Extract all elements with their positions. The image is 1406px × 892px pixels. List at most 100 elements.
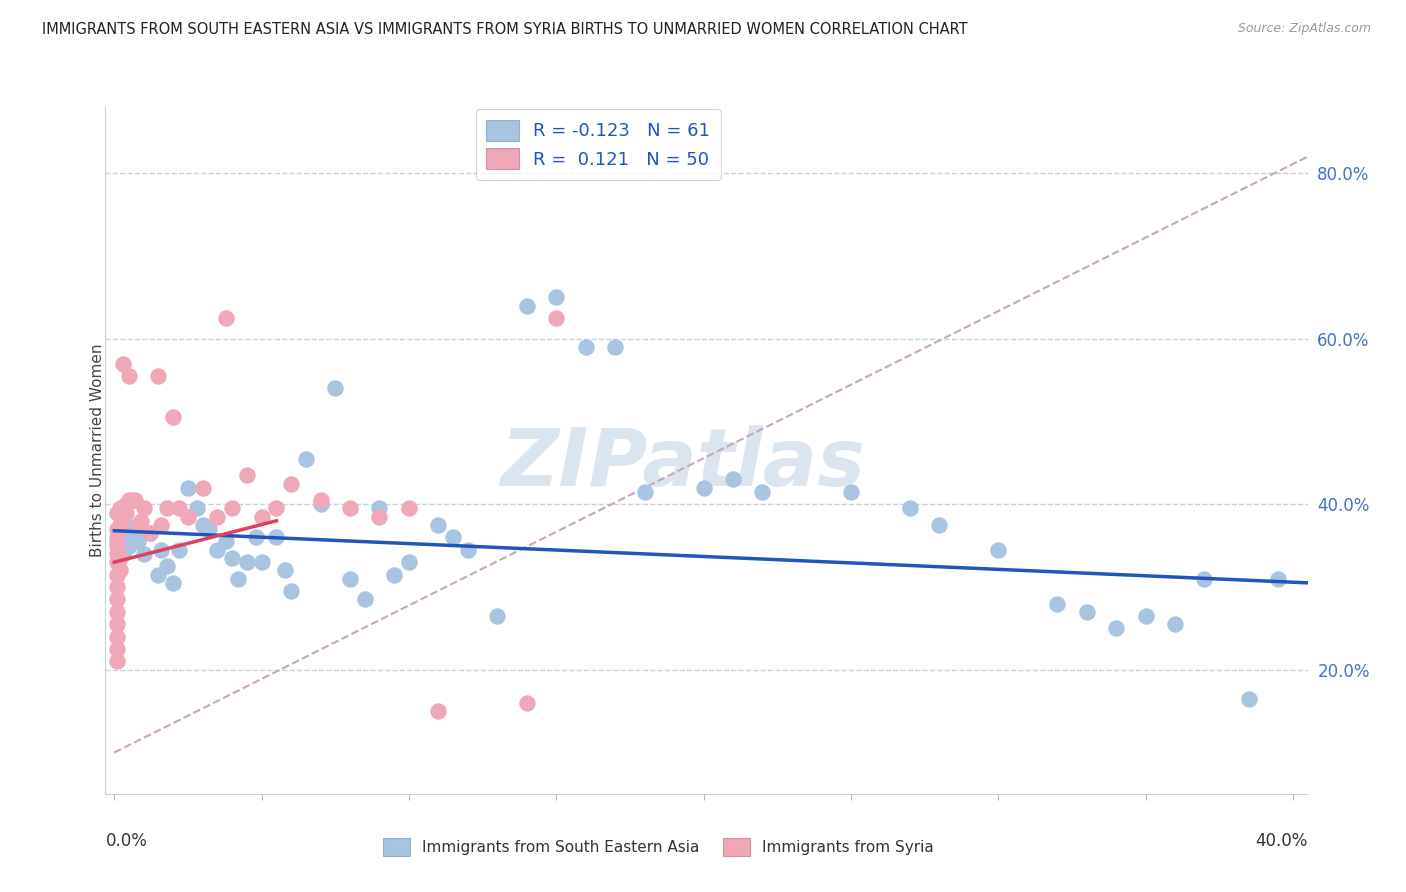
Point [132,547,155,561]
Point [162,410,184,425]
Point [138,526,160,541]
Point [127,517,149,532]
Point [127,534,149,549]
Point [105,617,128,632]
Point [353,592,375,607]
Point [150,542,173,557]
Point [398,555,420,569]
Text: 40.0%: 40.0% [1256,831,1308,850]
Point [121,534,143,549]
Point [105,567,128,582]
Point [177,509,200,524]
Point [427,517,450,532]
Point [156,559,179,574]
Point [294,451,316,466]
Point [1135,609,1157,624]
Point [323,381,346,395]
Point [186,501,208,516]
Point [266,501,288,516]
Point [105,534,128,549]
Point [156,501,179,516]
Y-axis label: Births to Unmarried Women: Births to Unmarried Women [90,343,104,558]
Point [1076,605,1098,619]
Point [105,530,128,544]
Point [266,530,288,544]
Point [105,580,128,594]
Point [339,572,361,586]
Point [1105,621,1128,635]
Point [221,551,243,566]
Point [274,564,297,578]
Point [138,526,160,541]
Point [898,501,921,516]
Point [150,517,173,532]
Point [486,609,509,624]
Point [441,530,464,544]
Point [132,501,155,516]
Point [177,481,200,495]
Point [115,497,138,511]
Point [167,501,190,516]
Point [382,567,405,582]
Point [108,501,131,516]
Point [197,522,219,536]
Point [105,506,128,520]
Point [1194,572,1216,586]
Point [692,481,714,495]
Point [215,534,238,549]
Point [245,530,267,544]
Point [148,369,170,384]
Point [162,575,184,590]
Point [250,509,273,524]
Point [398,501,420,516]
Point [124,530,146,544]
Point [839,484,862,499]
Point [118,369,141,384]
Point [280,476,302,491]
Point [546,311,568,326]
Point [226,572,249,586]
Point [1267,572,1289,586]
Point [575,340,598,354]
Point [115,517,138,532]
Point [236,468,259,483]
Point [427,704,450,718]
Point [215,311,238,326]
Point [207,542,229,557]
Point [105,592,128,607]
Point [118,493,141,508]
Point [129,514,152,528]
Point [105,642,128,657]
Point [105,605,128,619]
Point [105,547,128,561]
Point [1046,597,1069,611]
Point [1237,691,1260,706]
Point [105,655,128,669]
Text: IMMIGRANTS FROM SOUTH EASTERN ASIA VS IMMIGRANTS FROM SYRIA BIRTHS TO UNMARRIED : IMMIGRANTS FROM SOUTH EASTERN ASIA VS IM… [42,22,967,37]
Point [236,555,259,569]
Point [112,547,135,561]
Point [928,517,950,532]
Point [108,551,131,566]
Point [148,567,170,582]
Legend: Immigrants from South Eastern Asia, Immigrants from Syria: Immigrants from South Eastern Asia, Immi… [377,832,941,862]
Text: ZIPatlas: ZIPatlas [501,425,865,503]
Point [221,501,243,516]
Point [987,542,1010,557]
Point [457,542,479,557]
Point [605,340,627,354]
Point [108,517,131,532]
Point [108,564,131,578]
Point [280,584,302,599]
Point [118,539,141,553]
Point [633,484,655,499]
Point [751,484,773,499]
Point [121,493,143,508]
Point [105,630,128,644]
Text: Source: ZipAtlas.com: Source: ZipAtlas.com [1237,22,1371,36]
Point [191,481,214,495]
Point [105,522,128,536]
Point [105,555,128,569]
Point [516,299,538,313]
Point [115,506,138,520]
